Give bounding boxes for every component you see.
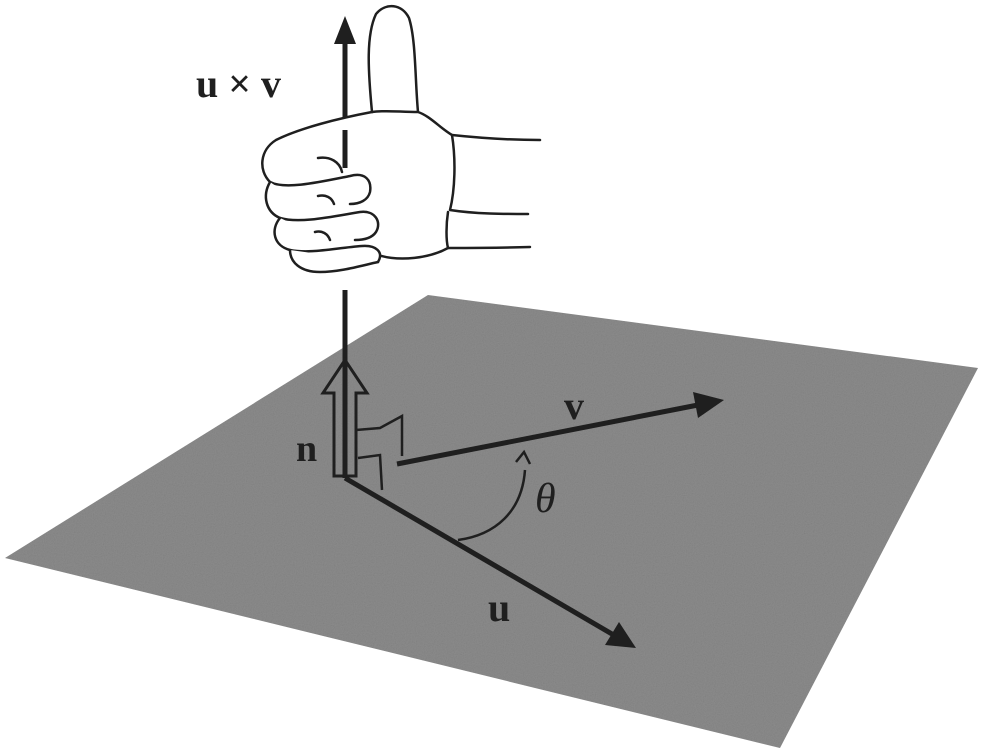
angle-arc [457, 449, 532, 542]
u-vector-label: u [488, 585, 511, 630]
cross-product-label: u × v [196, 61, 282, 106]
normal-label: n [296, 428, 318, 470]
plane [5, 295, 978, 748]
right-angle-marker [355, 413, 404, 491]
hand-icon [261, 5, 542, 274]
normal-arrow [320, 357, 370, 478]
v-vector-arrow [396, 392, 724, 467]
v-vector-label: v [564, 383, 584, 428]
u-vector-arrow [343, 475, 636, 648]
angle-label: θ [535, 476, 556, 522]
